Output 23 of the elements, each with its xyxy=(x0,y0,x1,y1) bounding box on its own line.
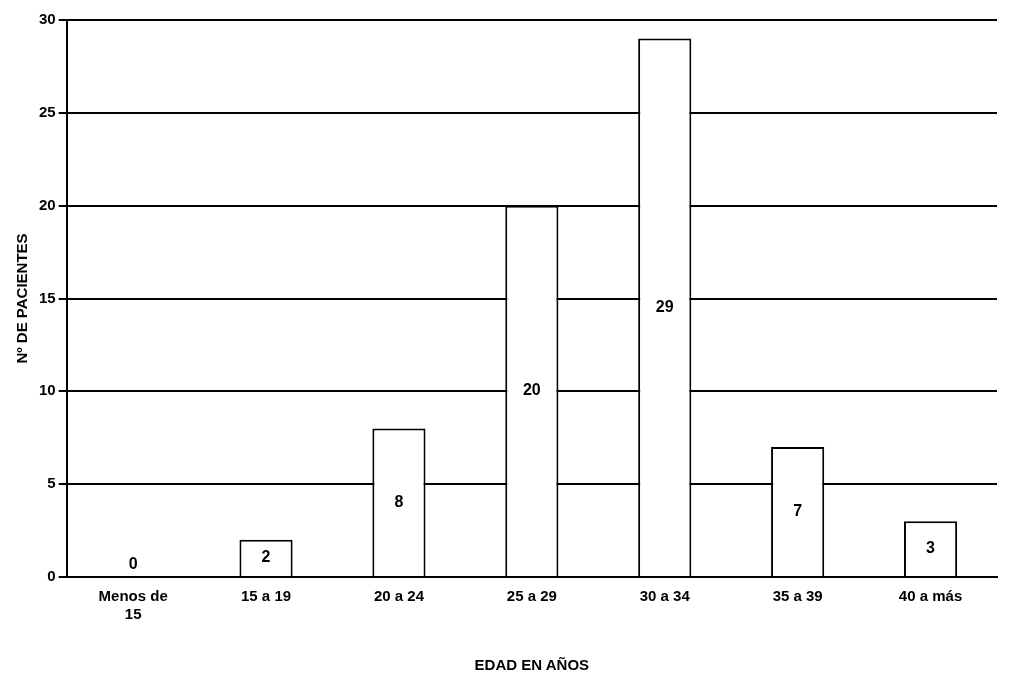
y-tick-label: 10 xyxy=(39,381,56,399)
y-tick-label: 15 xyxy=(39,288,56,306)
y-tick-label: 0 xyxy=(47,567,56,585)
y-tick-label: 25 xyxy=(39,102,56,120)
y-tick-label: 30 xyxy=(39,10,56,28)
y-tick-label: 5 xyxy=(47,474,56,492)
data-label: 2 xyxy=(261,548,271,566)
x-tick-label: 35 a 39 xyxy=(772,587,823,605)
x-tick-label: 25 a 29 xyxy=(506,587,557,605)
data-label: 7 xyxy=(793,501,803,519)
data-label: 0 xyxy=(128,555,138,573)
data-label: 8 xyxy=(394,492,404,510)
x-tick-label: 40 a más xyxy=(898,587,963,605)
x-tick-label: 30 a 34 xyxy=(639,587,691,605)
x-tick-label: Menos de 15 xyxy=(98,587,168,623)
x-tick-label: 15 a 19 xyxy=(241,587,292,605)
data-label: 20 xyxy=(522,381,541,399)
data-label: 3 xyxy=(926,539,936,557)
y-tick-label: 20 xyxy=(39,195,56,213)
y-axis-title: Nº DE PACIENTES xyxy=(13,233,31,364)
x-axis-title: EDAD EN AÑOS xyxy=(474,656,590,674)
data-label: 29 xyxy=(655,297,674,315)
x-tick-label: 20 a 24 xyxy=(373,587,425,605)
